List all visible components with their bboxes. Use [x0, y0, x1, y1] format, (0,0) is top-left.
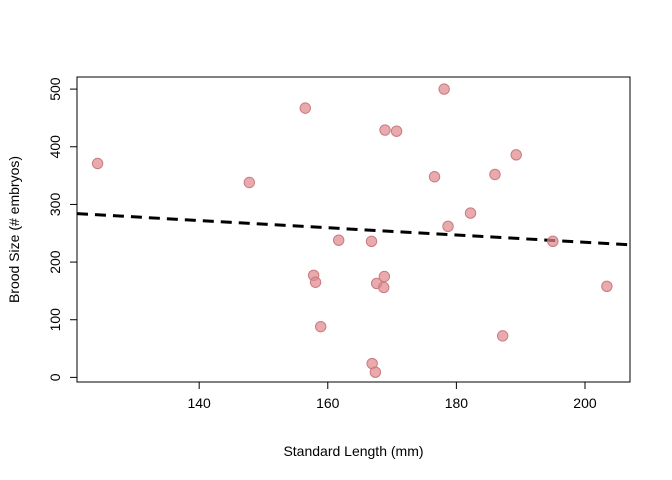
trend-line-layer [76, 212, 631, 247]
data-point [496, 330, 509, 342]
data-point [369, 366, 382, 378]
data-point [378, 281, 390, 294]
data-point [428, 171, 441, 183]
x-tick-label: 180 [445, 395, 469, 411]
data-point [315, 320, 327, 333]
data-point [299, 102, 311, 114]
x-tick-label: 160 [316, 395, 340, 411]
trend-line [76, 212, 631, 247]
data-point [390, 125, 403, 137]
data-point [601, 280, 613, 292]
data-point [464, 207, 477, 219]
y-tick-label: 300 [47, 193, 63, 217]
y-tick-label: 100 [47, 308, 63, 332]
y-tick-label: 400 [47, 135, 63, 159]
y-tick-label: 0 [47, 373, 63, 381]
data-point [365, 235, 378, 248]
x-axis-title: Standard Length (mm) [283, 443, 423, 459]
data-point [333, 234, 345, 246]
data-point [378, 270, 391, 283]
data-point [379, 124, 391, 136]
y-tick-label: 200 [47, 250, 63, 274]
data-point [442, 220, 454, 233]
data-point [438, 83, 450, 95]
axes-layer: 140 160 180 200 0 100 200 300 400 500 [47, 77, 597, 411]
y-tick-label: 500 [47, 77, 63, 101]
data-point [510, 149, 522, 161]
x-tick-label: 140 [187, 395, 211, 411]
x-tick-label: 200 [573, 395, 597, 411]
data-point [243, 176, 256, 189]
data-point [309, 276, 322, 288]
data-points-layer [91, 83, 613, 378]
data-point [547, 235, 559, 248]
data-point [91, 157, 104, 170]
y-axis-title: Brood Size (# embryos) [6, 156, 22, 303]
data-point [489, 168, 501, 181]
